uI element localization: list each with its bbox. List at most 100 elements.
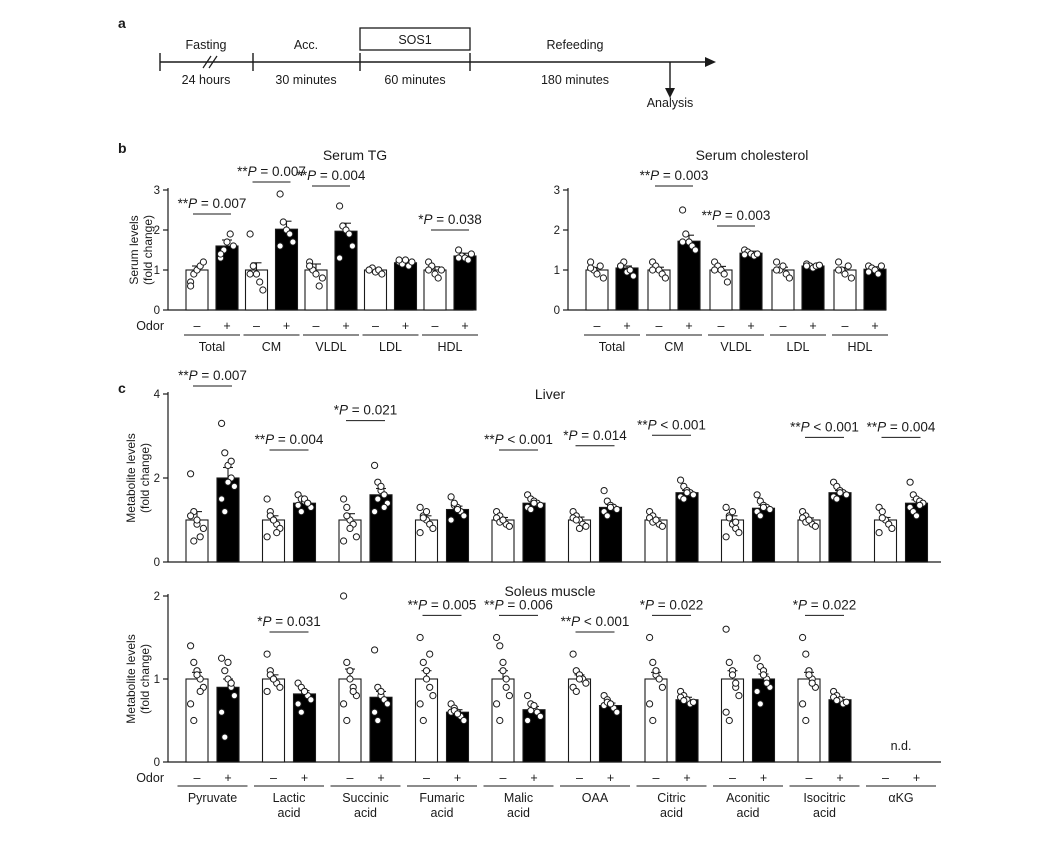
- data-point: [422, 508, 431, 516]
- data-point: [679, 238, 687, 246]
- data-point: [916, 501, 924, 509]
- y-tick-label: 2: [154, 473, 160, 485]
- data-point: [785, 274, 794, 282]
- data-point: [878, 508, 886, 516]
- axis-break-mark: [208, 55, 218, 69]
- data-point: [835, 258, 843, 266]
- panel-label-b: b: [118, 140, 127, 156]
- odor-minus: –: [500, 771, 507, 785]
- category-label: VLDL: [315, 340, 346, 354]
- data-point: [340, 700, 348, 708]
- data-point: [340, 537, 348, 545]
- data-point: [419, 658, 427, 667]
- category-label: Pyruvate: [188, 791, 237, 805]
- data-point: [190, 716, 198, 725]
- data-point: [753, 687, 761, 696]
- chart-title: Serum TG: [323, 147, 387, 163]
- data-point: [722, 503, 730, 511]
- odor-plus: +: [760, 771, 767, 785]
- data-point: [447, 516, 455, 524]
- data-point: [343, 512, 351, 520]
- phase-acc-duration: 30 minutes: [275, 73, 336, 87]
- category-label: acid: [660, 806, 683, 820]
- data-point: [249, 262, 257, 270]
- data-point: [600, 487, 608, 495]
- data-point: [502, 683, 510, 691]
- data-point: [286, 230, 294, 238]
- category-label: VLDL: [720, 340, 751, 354]
- data-point: [345, 230, 353, 238]
- data-point: [811, 522, 820, 530]
- data-point: [276, 683, 284, 691]
- data-point: [753, 491, 761, 499]
- data-point: [193, 671, 201, 679]
- data-point: [416, 503, 424, 511]
- data-point: [416, 700, 424, 708]
- data-point: [732, 518, 740, 526]
- data-point: [606, 700, 615, 708]
- data-point: [652, 667, 660, 675]
- data-point: [429, 524, 437, 533]
- data-point: [336, 202, 344, 210]
- data-point: [434, 274, 442, 282]
- axis-break-mark: [202, 55, 212, 69]
- data-point: [629, 272, 638, 280]
- significance-label: *P = 0.022: [640, 597, 703, 612]
- data-point: [728, 508, 737, 516]
- data-point: [343, 503, 351, 511]
- significance-label: **P = 0.006: [484, 597, 553, 612]
- significance-label: **P = 0.004: [867, 419, 936, 434]
- data-point: [187, 470, 195, 478]
- y-tick-label: 4: [154, 389, 161, 401]
- odor-plus: +: [913, 771, 920, 785]
- significance-label: **P = 0.004: [255, 432, 324, 447]
- y-tick-label: 1: [154, 265, 160, 277]
- data-point: [190, 658, 198, 667]
- data-point: [725, 514, 733, 522]
- bar-plus: [216, 477, 240, 563]
- data-point: [499, 667, 507, 675]
- significance-label: **P = 0.007: [237, 164, 306, 179]
- bar-minus: [709, 269, 733, 311]
- data-point: [808, 679, 816, 687]
- odor-plus: +: [377, 771, 384, 785]
- data-point: [841, 270, 849, 278]
- data-point: [343, 716, 351, 725]
- data-point: [735, 692, 743, 700]
- data-point: [646, 633, 654, 642]
- significance-label: **P = 0.007: [178, 196, 247, 211]
- data-point: [346, 675, 354, 683]
- data-point: [224, 478, 232, 486]
- category-label: acid: [737, 806, 760, 820]
- odor-minus: –: [780, 319, 787, 333]
- data-point: [348, 242, 356, 250]
- data-point: [753, 654, 761, 662]
- category-label: Total: [599, 340, 625, 354]
- data-point: [229, 242, 237, 250]
- data-point: [419, 514, 427, 522]
- category-label: Isocitric: [803, 791, 845, 805]
- odor-minus: –: [653, 771, 660, 785]
- data-point: [346, 524, 354, 533]
- y-tick-label: 0: [154, 557, 160, 569]
- odor-minus: –: [718, 319, 725, 333]
- data-point: [218, 708, 226, 716]
- data-point: [815, 261, 824, 269]
- data-point: [878, 514, 886, 522]
- data-point: [593, 270, 601, 278]
- data-point: [799, 633, 807, 642]
- data-point: [524, 716, 532, 725]
- data-point: [836, 489, 844, 497]
- data-point: [263, 650, 271, 658]
- data-point: [499, 516, 507, 524]
- data-point: [263, 495, 271, 503]
- data-point: [756, 512, 764, 520]
- data-point: [187, 282, 195, 290]
- data-point: [190, 537, 198, 545]
- data-point: [218, 654, 226, 662]
- data-point: [263, 687, 271, 696]
- data-point: [273, 529, 281, 537]
- odor-plus: +: [809, 319, 816, 333]
- data-point: [658, 522, 667, 530]
- data-point: [395, 256, 403, 264]
